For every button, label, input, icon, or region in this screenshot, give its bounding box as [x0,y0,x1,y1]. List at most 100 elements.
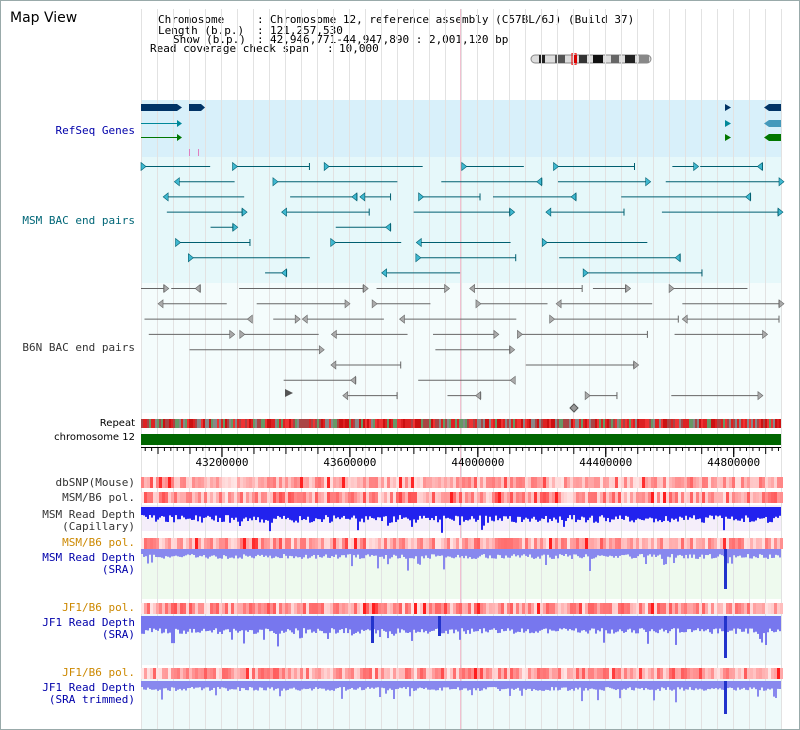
heatmap-cell [621,668,624,679]
heatmap-cell [192,538,195,549]
repeat-segment [705,419,707,428]
heatmap-cell [627,668,630,679]
repeat-segment [463,419,465,428]
repeat-segment [527,419,529,428]
chromosome-segment [141,434,781,445]
read-depth-tracks[interactable] [141,507,781,714]
chromosome-bar[interactable] [141,434,781,445]
depth-bar [311,681,313,691]
heatmap-cell [705,603,708,614]
heatmap-cell [267,538,270,549]
heatmap-cell [780,668,783,679]
label-msm-bac[interactable]: MSM BAC end pairs [22,214,135,227]
depth-bar [289,507,291,520]
depth-bar [775,681,777,698]
show-value: 42,946,771-44,947,890 : 2,001,120 bp [270,33,509,46]
depth-bar [235,681,237,690]
heatmap-cell [615,538,618,549]
depth-bar [711,549,713,559]
heatmap-cell [729,603,732,614]
repeat-segment [775,419,777,428]
depth-bar [483,507,485,526]
heatmap-cell [555,538,558,549]
depth-bar [427,507,429,518]
heatmap-cell [195,603,198,614]
depth-bar [265,681,267,691]
depth-bar [461,681,463,690]
heatmap-cell [246,668,249,679]
depth-bar [405,681,407,689]
depth-bar [631,681,633,691]
depth-bar [539,507,541,521]
repeat-segment [439,419,441,428]
heatmap-cell [687,538,690,549]
heatmap-cell [744,492,747,503]
repeat-segment [393,419,395,428]
repeat-segment [581,419,583,428]
depth-bar [631,616,633,633]
repeat-segment [505,419,507,428]
heatmap-cell [459,668,462,679]
heatmap-cell [450,668,453,679]
depth-bar [177,616,179,630]
repeat-segment [525,419,527,428]
depth-bar [463,616,465,632]
refseq-genes-track[interactable] [141,104,781,156]
repeat-segment [653,419,655,428]
depth-bar [413,549,415,559]
heatmap-cell [396,603,399,614]
depth-bar [379,549,381,557]
depth-bar [165,549,167,557]
depth-bar [717,549,719,557]
heatmap-cell [561,668,564,679]
heatmap-cell [612,492,615,503]
heatmap-cell [210,668,213,679]
depth-bar [639,507,641,520]
heatmap-cell [576,492,579,503]
heatmap-cell [588,668,591,679]
depth-bar [363,681,365,690]
heatmap-cell [645,603,648,614]
heatmap-cell [663,538,666,549]
heatmap-cell [720,603,723,614]
repeat-segment [385,419,387,428]
depth-bar [457,507,459,517]
heatmap-cell [636,538,639,549]
depth-bar [399,549,401,559]
heatmap-cell [537,492,540,503]
heatmap-cell [642,603,645,614]
depth-bar [341,549,343,556]
depth-bar [471,507,473,517]
depth-bar [641,549,643,555]
repeat-segment [557,419,559,428]
depth-bar [531,507,533,519]
depth-bar [535,549,537,559]
depth-bar [747,507,749,518]
heatmap-cell [315,492,318,503]
heatmap-cell [270,668,273,679]
depth-bar [441,681,443,691]
repeat-segment [771,419,773,428]
depth-bar [643,681,645,691]
heatmap-cell [429,477,432,488]
depth-bar [589,681,591,689]
heatmap-cell [255,668,258,679]
depth-bar [323,616,325,634]
msm-bac-track[interactable] [140,161,785,278]
depth-bar [397,549,399,559]
depth-bar [237,507,239,522]
repeat-track[interactable] [141,419,781,428]
heatmap-cell [216,538,219,549]
depth-bar [173,549,175,557]
heatmap-tracks[interactable] [141,477,783,679]
depth-bar [423,507,425,516]
b6n-bac-track[interactable] [141,283,785,413]
label-b6n-bac[interactable]: B6N BAC end pairs [22,341,135,354]
heatmap-cell [687,603,690,614]
heatmap-cell [279,538,282,549]
label-refseq-genes[interactable]: RefSeq Genes [55,124,135,137]
depth-bar [283,549,285,555]
depth-bar [583,616,585,631]
depth-bar [707,549,709,556]
gene-arrow [177,120,182,127]
